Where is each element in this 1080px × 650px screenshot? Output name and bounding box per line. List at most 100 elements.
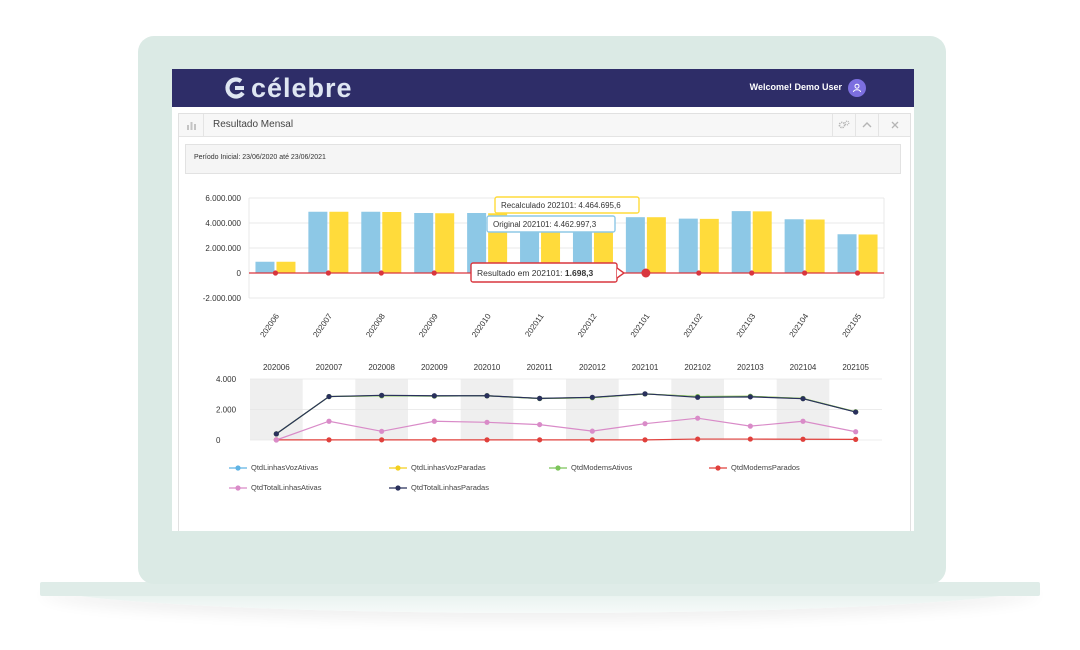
line-x-tick-label: 202102 bbox=[684, 363, 711, 372]
series-point-QtdTotalLinhasAtivas bbox=[379, 428, 385, 434]
legend-swatch-icon bbox=[709, 464, 727, 471]
bar-original-202103 bbox=[752, 211, 772, 273]
series-point-QtdModemsParados bbox=[853, 436, 859, 442]
legend-swatch-icon bbox=[389, 464, 407, 471]
series-point-QtdTotalLinhasParadas bbox=[642, 391, 648, 397]
legend-label: QtdTotalLinhasAtivas bbox=[251, 483, 322, 492]
line-chart-x-axis: 202006 202007 202008 202009 202010 202011 2020… bbox=[263, 363, 870, 372]
user-avatar-icon[interactable] bbox=[848, 79, 866, 97]
series-point-QtdTotalLinhasAtivas bbox=[484, 419, 490, 425]
legend-label: QtdLinhasVozParadas bbox=[411, 463, 486, 472]
laptop-base bbox=[40, 582, 1040, 596]
settings-gears-icon[interactable] bbox=[832, 114, 855, 136]
bar-recalculado-202008 bbox=[361, 211, 381, 273]
series-point-QtdTotalLinhasAtivas bbox=[853, 429, 859, 435]
series-point-QtdTotalLinhasParadas bbox=[800, 396, 806, 402]
celebre-logo[interactable]: célebre bbox=[224, 74, 353, 102]
tooltip-resultado-pointer bbox=[616, 267, 626, 279]
series-point-QtdTotalLinhasAtivas bbox=[273, 437, 279, 443]
line-x-tick-label: 202006 bbox=[263, 363, 290, 372]
series-QtdModemsParados bbox=[273, 436, 859, 443]
resultado-point-202008 bbox=[378, 270, 384, 276]
tooltip-resultado-value: 1.698,3 bbox=[565, 268, 594, 278]
series-point-QtdTotalLinhasParadas bbox=[853, 409, 859, 415]
line-chart-series bbox=[273, 391, 859, 443]
bar-x-tick-label: 202007 bbox=[311, 312, 334, 339]
legend-item-QtdLinhasVozAtivas[interactable]: QtdLinhasVozAtivas bbox=[229, 463, 318, 472]
legend-item-QtdLinhasVozParadas[interactable]: QtdLinhasVozParadas bbox=[389, 463, 486, 472]
resultado-point-202009 bbox=[431, 270, 437, 276]
filter-period-text: Período Inicial: 23/06/2020 até 23/06/20… bbox=[194, 154, 326, 161]
bar-original-202102 bbox=[699, 218, 719, 273]
bar-recalculado-202010 bbox=[467, 213, 487, 273]
line-x-tick-label: 202103 bbox=[737, 363, 764, 372]
series-point-QtdTotalLinhasParadas bbox=[431, 393, 437, 399]
bar-recalculado-202006 bbox=[255, 261, 275, 273]
resultado-point-202007 bbox=[325, 270, 331, 276]
line-chart-bands bbox=[250, 378, 882, 441]
close-icon[interactable] bbox=[878, 114, 910, 136]
app-screen: célebre Welcome! Demo User Resultado Men… bbox=[172, 69, 914, 531]
legend-item-QtdModemsAtivos[interactable]: QtdModemsAtivos bbox=[549, 463, 632, 472]
series-point-QtdTotalLinhasAtivas bbox=[537, 421, 543, 428]
series-point-QtdTotalLinhasAtivas bbox=[800, 418, 806, 424]
series-point-QtdTotalLinhasAtivas bbox=[642, 421, 648, 427]
tooltip-resultado: Resultado em 202101: 1.698,3 bbox=[470, 262, 626, 283]
resultado-point-202104 bbox=[802, 270, 808, 276]
line-y-tick-label: 2.000 bbox=[216, 406, 237, 415]
legend-label: QtdModemsParados bbox=[731, 463, 800, 472]
line-chart-y-axis: 4.000 2.000 0 bbox=[216, 375, 237, 445]
bar-x-tick-label: 202105 bbox=[840, 312, 863, 339]
bar-original-202008 bbox=[382, 212, 402, 273]
line-x-tick-label: 202104 bbox=[790, 363, 817, 372]
bar-original-202006 bbox=[276, 261, 296, 273]
series-point-QtdTotalLinhasParadas bbox=[379, 392, 385, 398]
bar-x-tick-label: 202102 bbox=[682, 312, 705, 339]
series-point-QtdModemsParados bbox=[589, 437, 595, 443]
series-point-QtdModemsParados bbox=[484, 437, 490, 443]
resultado-point-202006 bbox=[272, 270, 279, 276]
resultado-mensal-panel: Resultado Mensal Período Inicial: 23/06/… bbox=[178, 113, 911, 531]
legend-item-QtdTotalLinhasParadas[interactable]: QtdTotalLinhasParadas bbox=[389, 483, 489, 492]
line-x-tick-label: 202012 bbox=[579, 363, 606, 372]
line-y-tick-label: 4.000 bbox=[216, 375, 237, 384]
line-x-tick-label: 202011 bbox=[527, 363, 554, 372]
panel-header: Resultado Mensal bbox=[179, 114, 910, 137]
series-line-QtdTotalLinhasParadas bbox=[275, 393, 856, 435]
series-point-QtdTotalLinhasParadas bbox=[589, 394, 595, 400]
series-point-QtdModemsParados bbox=[800, 436, 806, 442]
bar-chart: 6.000.000 4.000.000 2.000.000 0 -2.000.000 2… bbox=[203, 194, 885, 339]
bar-recalculado-202102 bbox=[678, 218, 698, 273]
series-point-QtdModemsParados bbox=[537, 437, 543, 443]
line-x-tick-label: 202101 bbox=[632, 363, 659, 372]
legend-label: QtdLinhasVozAtivas bbox=[251, 463, 319, 472]
series-point-QtdTotalLinhasAtivas bbox=[431, 418, 437, 424]
bar-x-tick-label: 202010 bbox=[470, 312, 493, 339]
resultado-point-202105 bbox=[854, 270, 861, 276]
series-point-QtdModemsParados bbox=[326, 437, 332, 443]
series-point-QtdTotalLinhasParadas bbox=[747, 394, 753, 400]
bar-x-tick-label: 202103 bbox=[735, 312, 758, 339]
tooltip-original-text: Original 202101: 4.462.997,3 bbox=[493, 220, 597, 229]
tooltip-recalculado-box bbox=[494, 196, 640, 214]
collapse-chevron-up-icon[interactable] bbox=[855, 114, 878, 136]
bar-recalculado-202105 bbox=[837, 234, 857, 273]
legend-item-QtdModemsParados[interactable]: QtdModemsParados bbox=[709, 463, 800, 472]
bar-x-tick-label: 202008 bbox=[364, 312, 387, 339]
bar-x-tick-label: 202101 bbox=[629, 312, 652, 339]
series-point-QtdModemsParados bbox=[747, 436, 753, 442]
resultado-point-202103 bbox=[749, 270, 755, 276]
resultado-point-202102 bbox=[696, 270, 702, 276]
bar-x-tick-label: 202104 bbox=[788, 312, 811, 339]
line-x-tick-label: 202009 bbox=[421, 363, 448, 372]
series-line-QtdModemsParados bbox=[276, 438, 856, 441]
line-x-tick-label: 202008 bbox=[368, 363, 395, 372]
tooltip-original: Original 202101: 4.462.997,3 bbox=[486, 215, 616, 233]
line-x-tick-label: 202010 bbox=[474, 363, 501, 372]
bar-y-tick-label: 4.000.000 bbox=[205, 219, 241, 228]
bar-recalculado-202007 bbox=[308, 211, 328, 273]
legend-swatch-icon bbox=[389, 484, 407, 491]
bar-chart-icon bbox=[179, 114, 204, 136]
legend-item-QtdTotalLinhasAtivas[interactable]: QtdTotalLinhasAtivas bbox=[229, 483, 321, 492]
top-navbar: célebre Welcome! Demo User bbox=[172, 69, 914, 107]
